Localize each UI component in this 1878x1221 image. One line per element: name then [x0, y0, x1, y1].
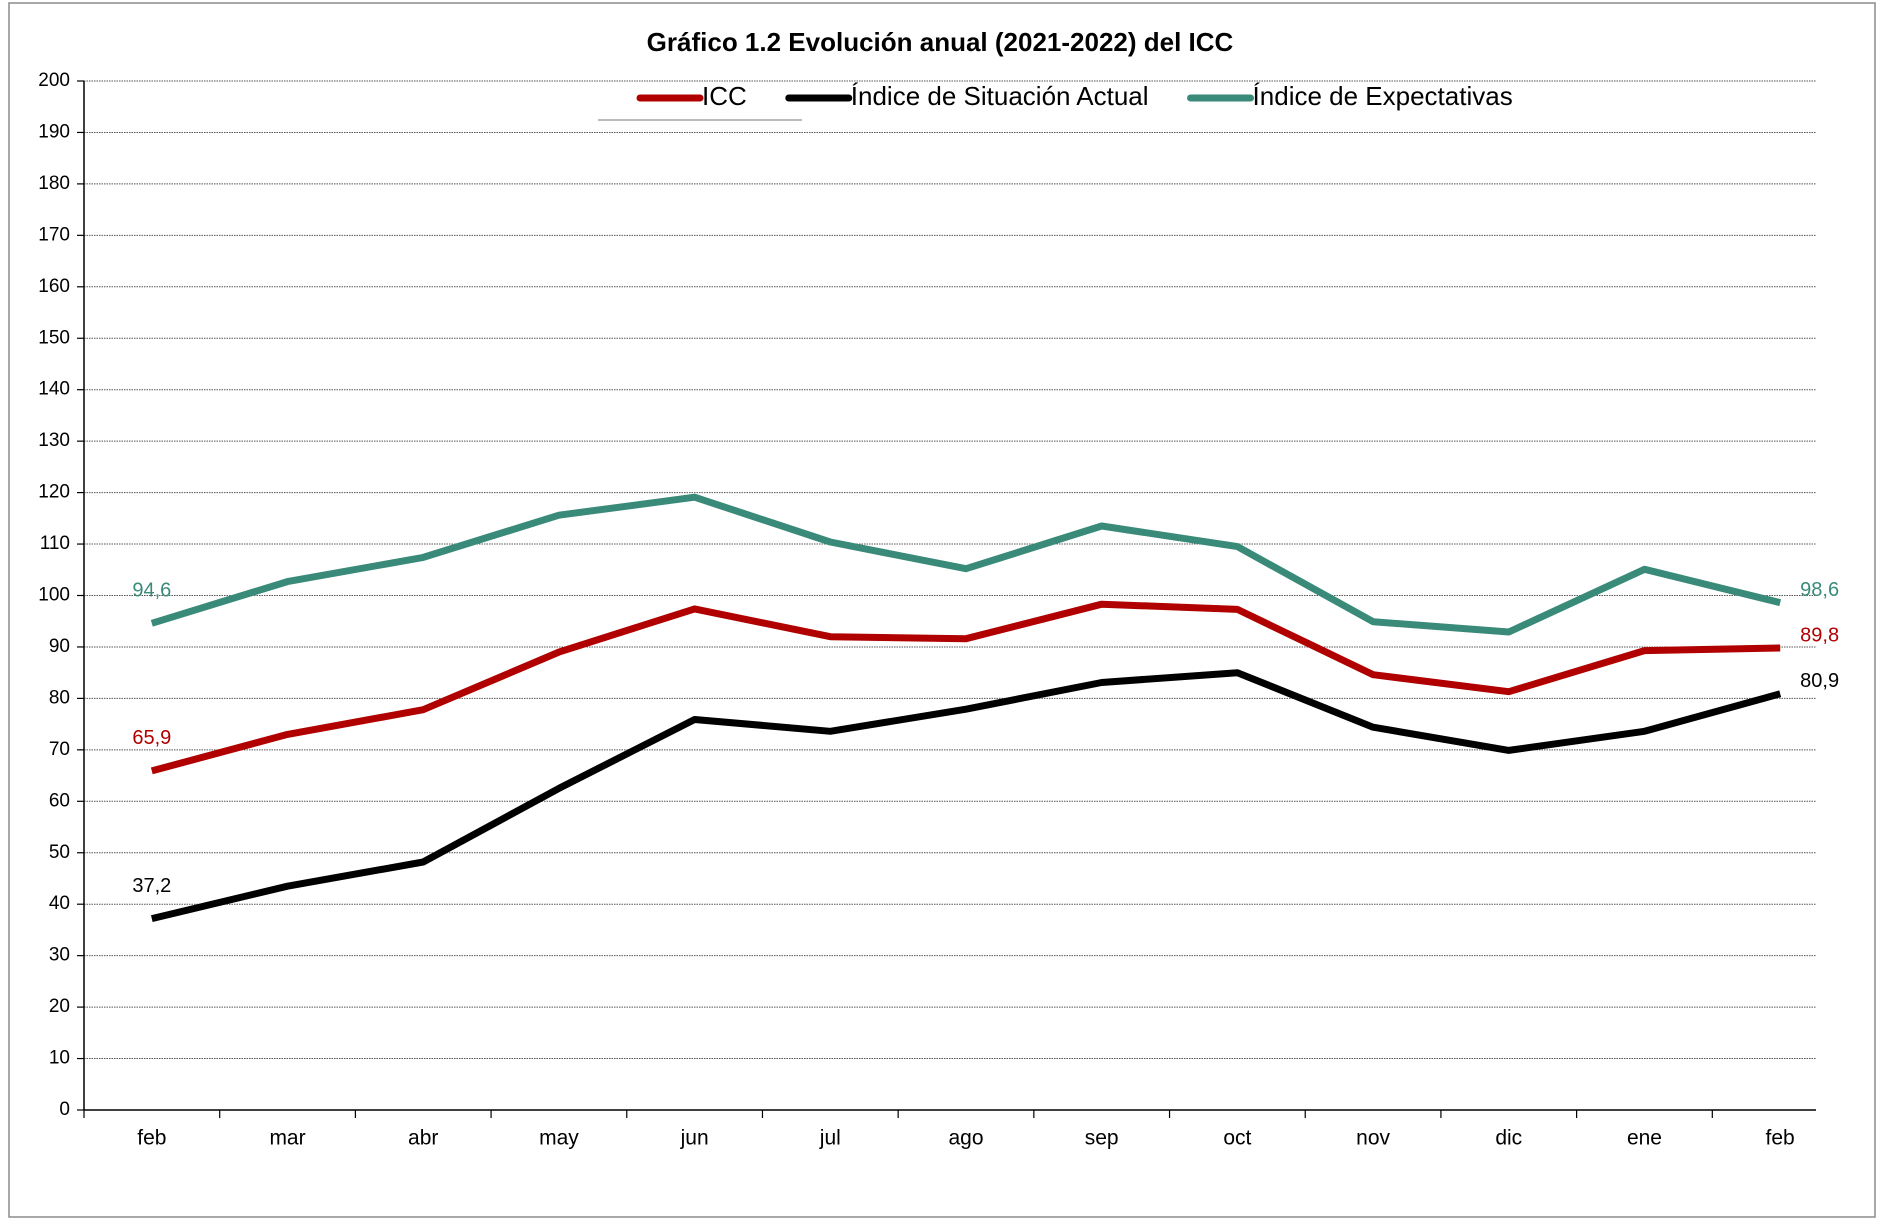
x-tick-label: mar — [269, 1127, 305, 1150]
y-tick-label: 90 — [49, 636, 70, 657]
y-tick-label: 140 — [38, 379, 70, 400]
y-tick-label: 50 — [49, 842, 70, 863]
chart-frame — [8, 2, 1876, 1218]
y-tick-label: 60 — [49, 790, 70, 811]
y-tick-label: 110 — [40, 533, 70, 554]
y-tick-label: 200 — [38, 70, 70, 91]
y-tick-label: 120 — [38, 482, 70, 503]
y-tick-label: 130 — [38, 430, 70, 451]
legend-label: ICC — [702, 81, 747, 111]
data-label: 98,6 — [1800, 579, 1839, 601]
y-tick-label: 160 — [38, 276, 70, 297]
x-tick-label: jul — [819, 1127, 841, 1150]
x-tick-label: dic — [1495, 1127, 1522, 1150]
data-label: 65,9 — [132, 727, 171, 749]
legend-label: Índice de Situación Actual — [851, 81, 1149, 111]
y-tick-label: 170 — [38, 224, 70, 245]
data-label: 80,9 — [1800, 670, 1839, 692]
y-tick-label: 180 — [38, 173, 70, 194]
y-tick-label: 10 — [49, 1048, 70, 1069]
x-tick-label: ago — [948, 1127, 983, 1150]
y-tick-label: 70 — [49, 739, 70, 760]
x-tick-label: feb — [137, 1127, 166, 1150]
x-tick-label: oct — [1223, 1127, 1251, 1150]
data-label: 37,2 — [132, 875, 171, 897]
y-tick-label: 150 — [38, 327, 70, 348]
x-tick-label: nov — [1356, 1127, 1390, 1150]
y-tick-label: 20 — [49, 996, 70, 1017]
y-tick-label: 190 — [38, 121, 70, 142]
y-tick-label: 100 — [38, 585, 70, 606]
data-label: 94,6 — [132, 580, 171, 602]
series-line — [150, 600, 1781, 775]
x-tick-label: sep — [1085, 1127, 1119, 1150]
x-tick-label: abr — [408, 1127, 438, 1150]
data-label: 89,8 — [1800, 624, 1839, 646]
series-line — [150, 669, 1782, 923]
chart-title: Gráfico 1.2 Evolución anual (2021-2022) … — [647, 27, 1234, 57]
x-tick-label: feb — [1766, 1127, 1795, 1150]
series-line — [150, 493, 1782, 636]
y-tick-label: 40 — [49, 893, 70, 914]
x-tick-label: ene — [1627, 1127, 1662, 1150]
y-tick-label: 80 — [49, 687, 70, 708]
y-tick-label: 30 — [49, 945, 70, 966]
y-tick-label: 0 — [59, 1099, 70, 1120]
x-tick-label: jun — [680, 1127, 709, 1150]
x-tick-label: may — [539, 1127, 579, 1150]
legend-label: Índice de Expectativas — [1253, 81, 1513, 111]
